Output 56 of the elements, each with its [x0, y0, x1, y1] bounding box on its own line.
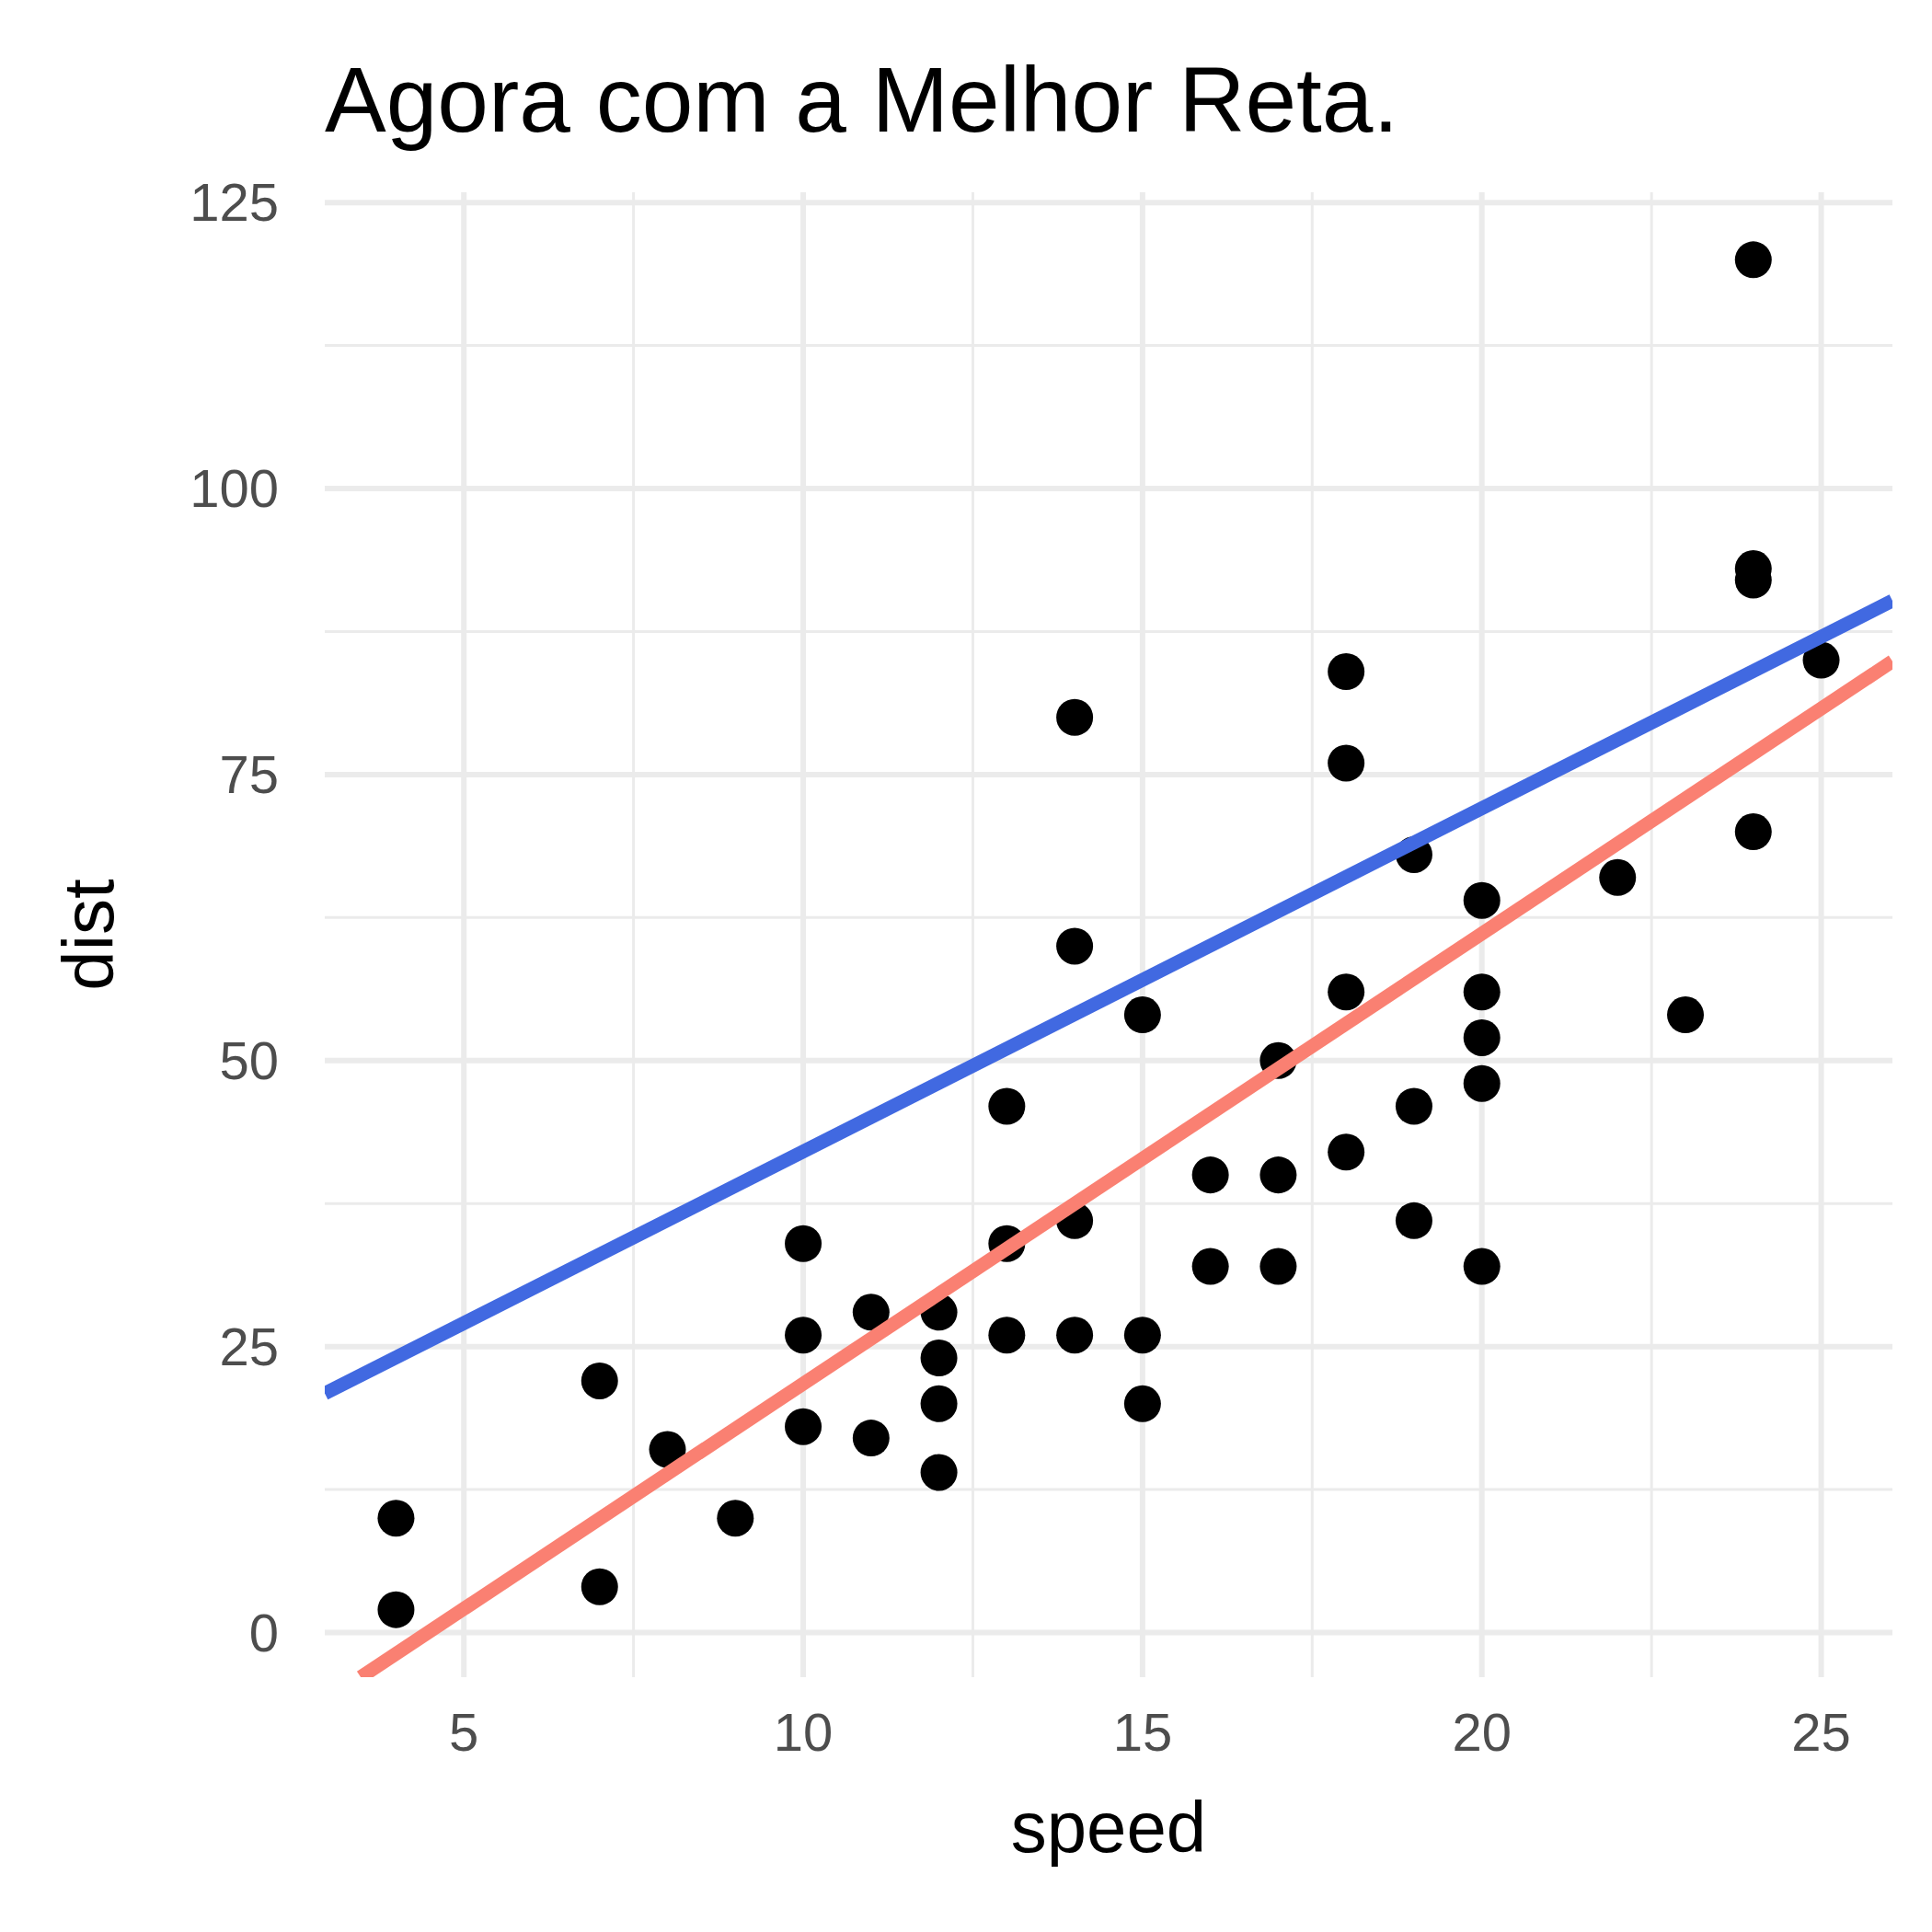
point	[1191, 1156, 1229, 1194]
x-axis-title: speed	[1010, 1787, 1207, 1868]
point	[852, 1294, 890, 1331]
point	[717, 1500, 754, 1537]
x-tick-label: 5	[449, 1702, 479, 1762]
y-axis-title: dist	[48, 878, 129, 991]
point	[1191, 1248, 1229, 1285]
point	[1056, 927, 1094, 965]
point	[1734, 241, 1772, 279]
point	[1463, 1248, 1501, 1285]
x-tick-label: 10	[773, 1702, 834, 1762]
point	[785, 1408, 822, 1445]
point	[785, 1225, 822, 1262]
point	[1123, 996, 1161, 1034]
point	[649, 1431, 686, 1468]
point	[1056, 698, 1094, 736]
y-tick-label: 75	[219, 744, 279, 805]
point	[785, 1317, 822, 1354]
point	[1328, 1133, 1365, 1171]
point	[1395, 1087, 1432, 1125]
point	[1463, 881, 1501, 919]
x-tick-label: 15	[1112, 1702, 1173, 1762]
point	[920, 1385, 958, 1422]
y-tick-label: 25	[219, 1316, 279, 1376]
point	[1259, 1248, 1297, 1285]
point	[1259, 1156, 1297, 1194]
point	[1463, 973, 1501, 1011]
point	[581, 1568, 618, 1605]
point	[1328, 653, 1365, 690]
y-tick-label: 50	[219, 1030, 279, 1091]
point	[1463, 1064, 1501, 1102]
point	[1395, 1202, 1432, 1239]
y-tick-label: 100	[190, 458, 279, 519]
chart-title: Agora com a Melhor Reta.	[325, 48, 1399, 151]
point	[988, 1317, 1026, 1354]
point	[581, 1362, 618, 1399]
point	[1463, 1018, 1501, 1056]
point	[1328, 973, 1365, 1011]
y-tick-label: 0	[248, 1602, 279, 1662]
x-tick-label: 25	[1791, 1702, 1851, 1762]
point	[1056, 1317, 1094, 1354]
point	[1734, 813, 1772, 851]
point	[1328, 744, 1365, 782]
point	[1599, 858, 1637, 896]
point	[1667, 996, 1705, 1034]
point	[852, 1420, 890, 1457]
point	[1123, 1385, 1161, 1422]
point	[988, 1087, 1026, 1125]
point	[920, 1454, 958, 1491]
point	[1802, 641, 1840, 679]
point	[1123, 1317, 1161, 1354]
point	[920, 1340, 958, 1377]
y-tick-label: 125	[190, 172, 279, 233]
point	[377, 1591, 415, 1628]
point	[377, 1500, 415, 1537]
x-tick-label: 20	[1452, 1702, 1512, 1762]
